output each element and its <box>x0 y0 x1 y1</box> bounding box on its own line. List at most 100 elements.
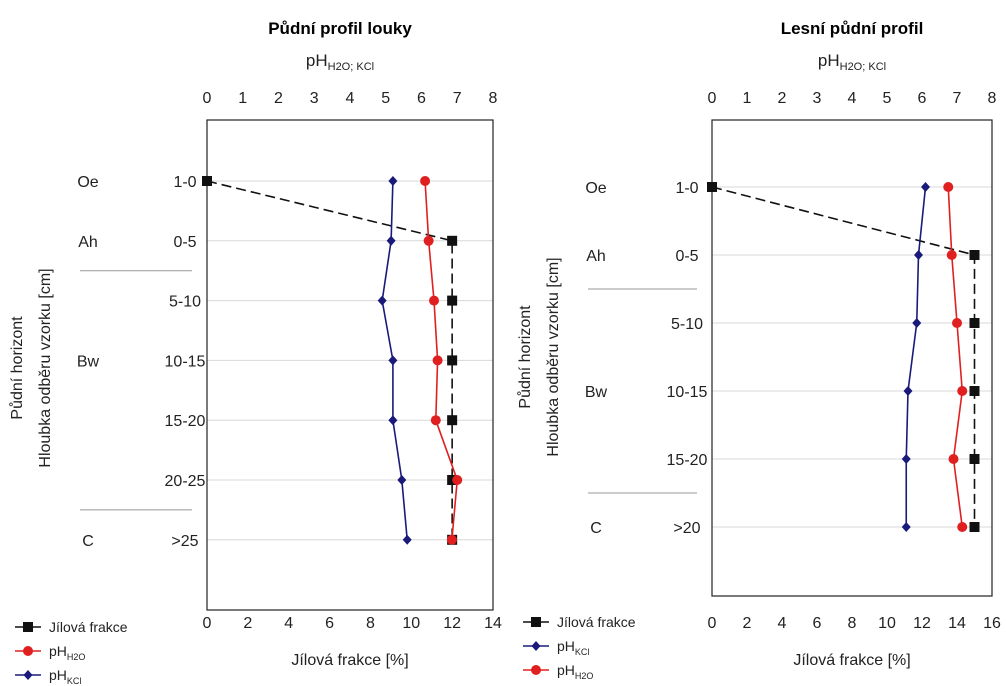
data-point <box>432 355 443 366</box>
data-point <box>447 355 458 366</box>
horizon-label: Oe <box>77 174 98 191</box>
depth-label: 20-25 <box>165 473 206 490</box>
series-phh2o <box>943 182 968 532</box>
data-point <box>429 295 440 306</box>
bottom-tick-label: 0 <box>708 615 717 632</box>
series-j-lov-frakce <box>707 182 980 532</box>
series-phkcl <box>377 176 412 545</box>
data-point <box>423 235 434 246</box>
legend-item: pHH2O <box>523 662 593 681</box>
legend-marker <box>531 665 541 675</box>
horizon-label: Ah <box>78 234 98 251</box>
data-point <box>388 355 398 366</box>
depth-label: >20 <box>673 520 700 537</box>
data-point <box>901 454 911 464</box>
top-tick-label: 4 <box>346 90 355 107</box>
top-tick-label: 7 <box>453 90 462 107</box>
data-point <box>402 534 412 545</box>
y-axis-label-1: Půdní horizont <box>516 305 534 409</box>
depth-label: 10-15 <box>667 384 708 401</box>
bottom-tick-label: 12 <box>913 615 931 632</box>
data-point <box>914 250 923 260</box>
top-tick-label: 6 <box>918 90 927 107</box>
bottom-tick-label: 16 <box>983 615 1001 632</box>
top-tick-label: 8 <box>988 90 997 107</box>
data-point <box>446 534 457 545</box>
bottom-tick-label: 12 <box>443 615 461 632</box>
bottom-axis-label: Jílová frakce [%] <box>793 652 910 669</box>
legend-label: Jílová frakce <box>557 614 636 630</box>
data-point <box>397 475 407 485</box>
bottom-tick-label: 0 <box>203 615 212 632</box>
legend-label: pHKCl <box>49 667 81 686</box>
data-point <box>921 182 930 192</box>
horizon-label: Oe <box>585 180 606 197</box>
data-point <box>202 176 212 186</box>
series-phh2o <box>420 176 463 545</box>
y-axis-label-2: Hloubka odběru vzorku [cm] <box>37 268 54 467</box>
bottom-tick-label: 10 <box>878 615 896 632</box>
depth-label: 5-10 <box>169 294 201 311</box>
series-phkcl <box>901 182 930 532</box>
top-tick-label: 3 <box>813 90 822 107</box>
bottom-tick-label: 2 <box>743 615 752 632</box>
data-point <box>901 522 911 532</box>
bottom-tick-label: 8 <box>848 615 857 632</box>
legend-label: pHH2O <box>557 662 593 681</box>
top-tick-label: 5 <box>381 90 390 107</box>
bottom-tick-label: 14 <box>484 615 502 632</box>
bottom-tick-label: 14 <box>948 615 966 632</box>
legend-marker <box>23 622 33 632</box>
data-point <box>969 386 980 396</box>
legend-label: pHKCl <box>557 638 589 657</box>
y-axis-label-2: Hloubka odběru vzorku [cm] <box>545 257 562 456</box>
horizon-label: C <box>82 533 94 550</box>
bottom-tick-label: 6 <box>813 615 822 632</box>
top-tick-label: 7 <box>953 90 962 107</box>
data-point <box>912 318 922 328</box>
depth-label: 15-20 <box>667 452 708 469</box>
data-point <box>388 176 398 186</box>
data-point <box>707 182 717 192</box>
data-point <box>447 295 458 306</box>
data-point <box>948 454 959 464</box>
data-point <box>447 235 458 246</box>
legend-label: pHH2O <box>49 643 85 662</box>
top-tick-label: 1 <box>238 90 247 107</box>
depth-label: 0-5 <box>675 248 698 265</box>
horizon-label: C <box>590 520 602 537</box>
data-point <box>420 176 431 186</box>
depth-label: 0-5 <box>173 234 196 251</box>
chart-title: Lesní půdní profil <box>781 19 924 38</box>
top-tick-label: 1 <box>743 90 752 107</box>
data-point <box>957 386 968 396</box>
bottom-tick-label: 2 <box>243 615 252 632</box>
top-axis-label: pHH2O; KCl <box>306 51 374 73</box>
top-tick-label: 0 <box>203 90 212 107</box>
legend-item: pHKCl <box>15 667 81 686</box>
depth-label: >25 <box>171 533 198 550</box>
y-axis-label-1: Půdní horizont <box>8 316 26 420</box>
horizon-label: Ah <box>586 248 606 265</box>
legend-marker <box>23 646 33 656</box>
bottom-axis-label: Jílová frakce [%] <box>291 652 408 669</box>
top-tick-label: 3 <box>310 90 319 107</box>
legend-item: Jílová frakce <box>523 614 636 630</box>
data-point <box>946 250 957 260</box>
plot-frame <box>711 119 993 597</box>
data-point <box>957 522 968 532</box>
data-point <box>377 295 387 306</box>
top-tick-label: 2 <box>778 90 787 107</box>
legend-item: pHH2O <box>15 643 85 662</box>
data-point <box>952 318 962 328</box>
top-tick-label: 4 <box>848 90 857 107</box>
data-point <box>388 415 398 426</box>
plot-frame <box>206 119 494 611</box>
legend-marker <box>23 670 33 680</box>
data-point <box>969 250 980 260</box>
depth-label: 1-0 <box>675 180 698 197</box>
legend-marker <box>531 617 541 627</box>
legend-marker <box>531 641 541 651</box>
top-tick-label: 0 <box>708 90 717 107</box>
